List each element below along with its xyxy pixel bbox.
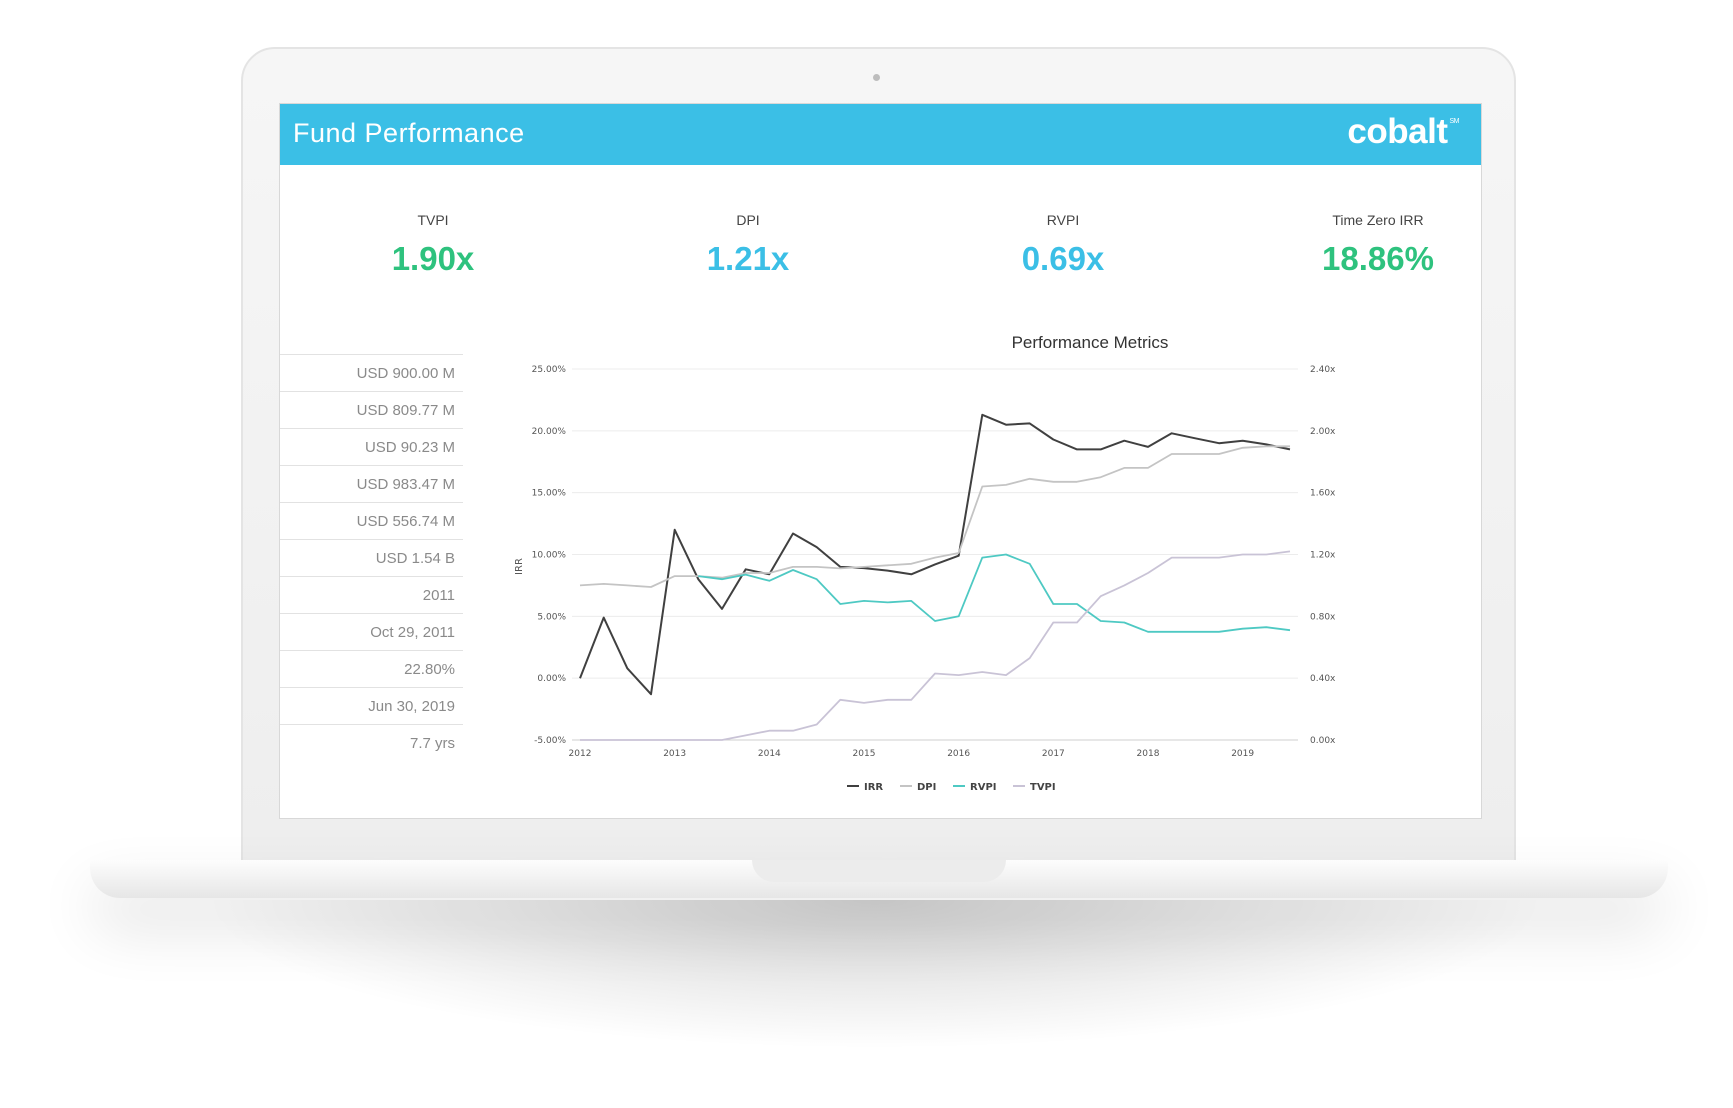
y-tick-label: 10.00% bbox=[532, 551, 567, 561]
series-line-rvpi bbox=[698, 553, 1291, 633]
fund-stats-list: USD 900.00 M USD 809.77 M USD 90.23 M US… bbox=[280, 354, 463, 761]
kpi-tvpi: TVPI 1.90x bbox=[323, 212, 543, 278]
legend-label-irr: IRR bbox=[864, 782, 883, 793]
dashboard-screen: Fund Performance cobalt SM TVPI 1.90x DPI… bbox=[279, 103, 1482, 819]
kpi-value: 0.69x bbox=[1021, 240, 1105, 277]
y2-tick-label: 2.40x bbox=[1310, 365, 1336, 375]
stat-row: USD 809.77 M bbox=[280, 391, 463, 428]
kpi-label: DPI bbox=[736, 212, 760, 228]
y-axis-label: IRR bbox=[514, 558, 525, 575]
y-tick-label: -5.00% bbox=[534, 736, 566, 746]
kpi-time-zero-irr: Time Zero IRR 18.86% bbox=[1268, 212, 1481, 278]
x-tick-label: 2017 bbox=[1042, 749, 1065, 759]
stat-row: 7.7 yrs bbox=[280, 724, 463, 761]
camera-dot bbox=[873, 74, 880, 81]
stat-row: USD 900.00 M bbox=[280, 354, 463, 391]
stat-row: USD 983.47 M bbox=[280, 465, 463, 502]
x-tick-label: 2019 bbox=[1231, 749, 1254, 759]
kpi-label: TVPI bbox=[417, 212, 449, 228]
x-tick-label: 2016 bbox=[947, 749, 970, 759]
series-line-tvpi bbox=[580, 550, 1291, 741]
y2-tick-label: 0.40x bbox=[1310, 674, 1336, 684]
y-tick-label: 0.00% bbox=[537, 674, 566, 684]
stat-row: 2011 bbox=[280, 576, 463, 613]
kpi-value: 1.90x bbox=[391, 240, 475, 277]
y-tick-label: 5.00% bbox=[537, 612, 566, 622]
series-line-dpi bbox=[579, 445, 1290, 588]
kpi-rvpi: RVPI 0.69x bbox=[953, 212, 1173, 278]
y-tick-label: 15.00% bbox=[532, 489, 567, 499]
header-bar: Fund Performance cobalt SM bbox=[280, 104, 1481, 165]
kpi-value: 18.86% bbox=[1322, 240, 1434, 277]
kpi-dpi: DPI 1.21x bbox=[638, 212, 858, 278]
x-tick-label: 2014 bbox=[758, 749, 781, 759]
stat-row: USD 1.54 B bbox=[280, 539, 463, 576]
logo-text: cobalt bbox=[1347, 112, 1448, 151]
x-tick-label: 2018 bbox=[1137, 749, 1160, 759]
y2-tick-label: 1.20x bbox=[1310, 551, 1336, 561]
laptop-shadow bbox=[200, 900, 1550, 1050]
page-title: Fund Performance bbox=[293, 118, 525, 148]
stat-row: USD 556.74 M bbox=[280, 502, 463, 539]
performance-metrics-chart: 25.00% 20.00% 15.00% 10.00% 5.00% 0.00% -5.00%… bbox=[514, 365, 1336, 793]
y2-tick-label: 0.80x bbox=[1310, 612, 1336, 622]
stat-row: Oct 29, 2011 bbox=[280, 613, 463, 650]
kpi-label: Time Zero IRR bbox=[1332, 212, 1424, 228]
kpi-label: RVPI bbox=[1046, 212, 1080, 228]
stat-row: Jun 30, 2019 bbox=[280, 687, 463, 724]
x-tick-label: 2012 bbox=[569, 749, 592, 759]
chart-title: Performance Metrics bbox=[1011, 333, 1169, 352]
legend-label-rvpi: RVPI bbox=[970, 782, 997, 793]
y2-tick-label: 1.60x bbox=[1310, 489, 1336, 499]
cobalt-logo[interactable]: cobalt SM bbox=[1347, 112, 1459, 152]
logo-mark: SM bbox=[1449, 118, 1460, 125]
stat-row: USD 90.23 M bbox=[280, 428, 463, 465]
x-tick-label: 2015 bbox=[853, 749, 876, 759]
kpi-value: 1.21x bbox=[706, 240, 790, 277]
y-tick-label: 20.00% bbox=[532, 427, 567, 437]
legend-label-tvpi: TVPI bbox=[1030, 782, 1056, 793]
legend-label-dpi: DPI bbox=[917, 782, 936, 793]
x-tick-label: 2013 bbox=[663, 749, 686, 759]
y2-tick-label: 0.00x bbox=[1310, 736, 1336, 746]
stat-row: 22.80% bbox=[280, 650, 463, 687]
y-tick-label: 25.00% bbox=[532, 365, 567, 375]
series-line-irr bbox=[579, 413, 1291, 696]
laptop-notch bbox=[752, 860, 1006, 882]
y2-tick-label: 2.00x bbox=[1310, 427, 1336, 437]
